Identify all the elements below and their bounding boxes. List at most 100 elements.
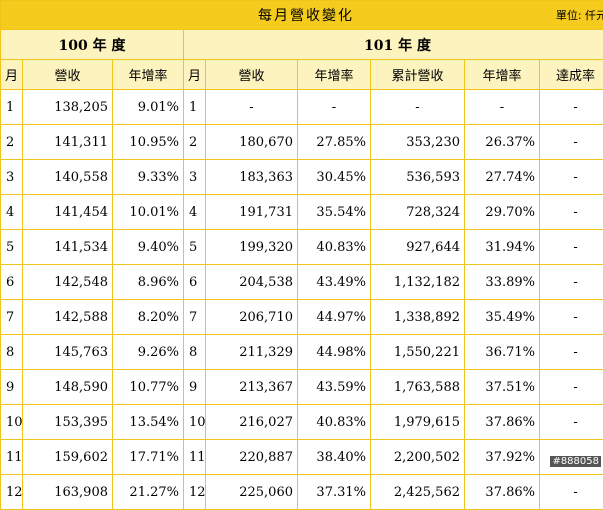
cell-revenue-101: 220,887 xyxy=(206,440,298,475)
year-100-header: 100 年 度 xyxy=(1,30,184,60)
cell-revenue-101: 199,320 xyxy=(206,230,298,265)
col-yoy-101: 年增率 xyxy=(298,60,371,90)
cell-yoy-100: 10.77% xyxy=(113,370,184,405)
cell-month-101: 2 xyxy=(184,125,206,160)
cell-month-100: 4 xyxy=(1,195,23,230)
cell-cum-yoy-101: 26.37% xyxy=(465,125,540,160)
cell-achievement-101: - xyxy=(540,195,603,230)
cell-month-101: 11 xyxy=(184,440,206,475)
cell-cumulative-101: 728,324 xyxy=(371,195,465,230)
cell-yoy-100: 10.01% xyxy=(113,195,184,230)
cell-cumulative-101: 1,550,221 xyxy=(371,335,465,370)
cell-yoy-101: 43.59% xyxy=(298,370,371,405)
cell-achievement-101: - xyxy=(540,160,603,195)
cell-cumulative-101: 927,644 xyxy=(371,230,465,265)
cell-revenue-100: 140,558 xyxy=(23,160,113,195)
cell-cum-yoy-101: 29.70% xyxy=(465,195,540,230)
cell-month-101: 6 xyxy=(184,265,206,300)
cell-month-101: 3 xyxy=(184,160,206,195)
cell-cumulative-101: 1,979,615 xyxy=(371,405,465,440)
cell-achievement-101: - xyxy=(540,300,603,335)
cell-month-101: 1 xyxy=(184,90,206,125)
cell-achievement-101: - xyxy=(540,370,603,405)
cell-cum-yoy-101: 37.51% xyxy=(465,370,540,405)
cell-yoy-100: 17.71% xyxy=(113,440,184,475)
cell-revenue-101: 183,363 xyxy=(206,160,298,195)
cell-cum-yoy-101: 36.71% xyxy=(465,335,540,370)
cell-yoy-101: 43.49% xyxy=(298,265,371,300)
cell-cumulative-101: 1,763,588 xyxy=(371,370,465,405)
col-month-101: 月 xyxy=(184,60,206,90)
cell-achievement-101: - xyxy=(540,265,603,300)
cell-cum-yoy-101: 27.74% xyxy=(465,160,540,195)
cell-revenue-100: 163,908 xyxy=(23,475,113,510)
unit-label: 單位: 仟元 xyxy=(556,7,603,23)
cell-month-100: 3 xyxy=(1,160,23,195)
cell-month-101: 7 xyxy=(184,300,206,335)
cell-cum-yoy-101: 37.86% xyxy=(465,405,540,440)
cell-revenue-100: 142,548 xyxy=(23,265,113,300)
cell-cum-yoy-101: - xyxy=(465,90,540,125)
watermark: #888058 xyxy=(550,456,601,467)
cell-revenue-100: 141,454 xyxy=(23,195,113,230)
col-cum-yoy-101: 年增率 xyxy=(465,60,540,90)
cell-month-100: 5 xyxy=(1,230,23,265)
cell-cumulative-101: 2,200,502 xyxy=(371,440,465,475)
title-row: 每月營收變化 單位: 仟元 xyxy=(1,1,603,30)
cell-cum-yoy-101: 37.86% xyxy=(465,475,540,510)
cell-yoy-101: 30.45% xyxy=(298,160,371,195)
cell-achievement-101: - xyxy=(540,125,603,160)
cell-revenue-100: 145,763 xyxy=(23,335,113,370)
cell-cumulative-101: 353,230 xyxy=(371,125,465,160)
table-title: 每月營收變化 xyxy=(258,8,354,24)
cell-revenue-101: 180,670 xyxy=(206,125,298,160)
cell-yoy-101: 40.83% xyxy=(298,230,371,265)
cell-yoy-101: 44.98% xyxy=(298,335,371,370)
cell-yoy-100: 8.20% xyxy=(113,300,184,335)
cell-yoy-101: - xyxy=(298,90,371,125)
cell-revenue-100: 141,311 xyxy=(23,125,113,160)
col-cumulative-101: 累計營收 xyxy=(371,60,465,90)
cell-revenue-101: 204,538 xyxy=(206,265,298,300)
cell-cumulative-101: - xyxy=(371,90,465,125)
cell-cumulative-101: 2,425,562 xyxy=(371,475,465,510)
col-revenue-100: 營收 xyxy=(23,60,113,90)
cell-cum-yoy-101: 37.92% xyxy=(465,440,540,475)
cell-month-101: 12 xyxy=(184,475,206,510)
cell-month-101: 9 xyxy=(184,370,206,405)
year-101-header: 101 年 度 xyxy=(184,30,603,60)
col-achievement-101: 達成率 xyxy=(540,60,603,90)
cell-revenue-100: 159,602 xyxy=(23,440,113,475)
cell-revenue-101: 213,367 xyxy=(206,370,298,405)
cell-month-100: 7 xyxy=(1,300,23,335)
cell-revenue-101: 216,027 xyxy=(206,405,298,440)
col-revenue-101: 營收 xyxy=(206,60,298,90)
cell-yoy-101: 40.83% xyxy=(298,405,371,440)
cell-month-100: 10 xyxy=(1,405,23,440)
cell-month-100: 8 xyxy=(1,335,23,370)
cell-revenue-100: 148,590 xyxy=(23,370,113,405)
cell-revenue-100: 153,395 xyxy=(23,405,113,440)
cell-month-100: 9 xyxy=(1,370,23,405)
cell-revenue-101: 206,710 xyxy=(206,300,298,335)
cell-month-101: 4 xyxy=(184,195,206,230)
cell-month-100: 6 xyxy=(1,265,23,300)
cell-revenue-101: 191,731 xyxy=(206,195,298,230)
cell-month-101: 5 xyxy=(184,230,206,265)
cell-yoy-100: 9.33% xyxy=(113,160,184,195)
cell-yoy-101: 44.97% xyxy=(298,300,371,335)
cell-yoy-100: 9.01% xyxy=(113,90,184,125)
cell-yoy-100: 21.27% xyxy=(113,475,184,510)
cell-month-100: 11 xyxy=(1,440,23,475)
cell-revenue-101: 211,329 xyxy=(206,335,298,370)
cell-yoy-101: 27.85% xyxy=(298,125,371,160)
